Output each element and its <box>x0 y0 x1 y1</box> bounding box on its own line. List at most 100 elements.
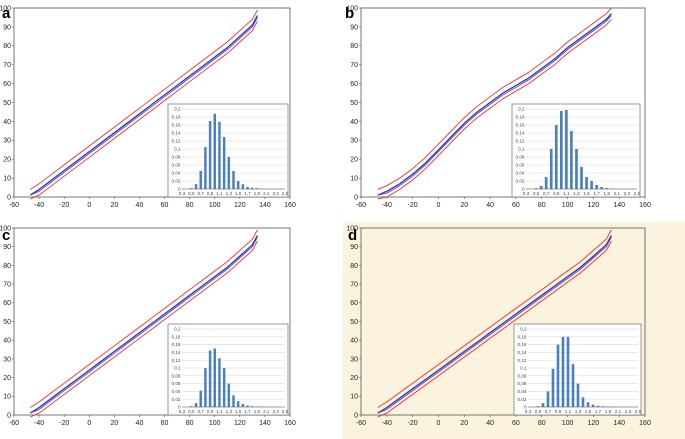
inset-y-tick-label: 0,08 <box>516 155 525 160</box>
y-tick-label: 60 <box>3 300 11 307</box>
y-tick-label: 90 <box>350 24 358 31</box>
inset-bar <box>251 187 254 189</box>
series-line-upper <box>377 7 612 190</box>
x-tick-label: 40 <box>486 202 494 209</box>
x-tick-label: 160 <box>639 202 651 209</box>
y-tick-label: 100 <box>0 5 11 12</box>
x-tick-label: 160 <box>284 420 296 427</box>
x-tick-label: 160 <box>284 202 296 209</box>
y-tick-label: 80 <box>3 263 11 270</box>
inset-x-tick-label: 1,1 <box>216 191 223 196</box>
inset-bar <box>559 111 563 189</box>
inset-bar <box>241 184 245 189</box>
inset-bar <box>565 110 568 189</box>
inset-bar <box>251 406 254 407</box>
inset-bar <box>544 177 548 189</box>
inset-y-tick-label: 0,02 <box>172 397 181 402</box>
inset-x-tick-label: 2,3 <box>625 409 632 414</box>
x-tick-label: 120 <box>234 202 246 209</box>
inset-bar <box>570 131 573 189</box>
y-tick-label: 0 <box>7 194 11 201</box>
series-line-lower-mean <box>377 15 612 196</box>
x-tick-label: -40 <box>34 420 44 427</box>
inset-x-tick-label: 0,5 <box>535 409 542 414</box>
inset-x-tick-label: 0,9 <box>555 409 562 414</box>
y-tick-label: 0 <box>7 412 11 419</box>
inset-x-tick-label: 2,5 <box>282 409 289 414</box>
inset-bar <box>605 188 609 189</box>
x-tick-label: 140 <box>259 202 271 209</box>
inset-x-tick-label: 2,1 <box>614 191 621 196</box>
inset-y-tick-label: 0,1 <box>174 147 181 152</box>
panel-c: c 0 10 20 30 40 50 60 70 80 90 100 -60 -40 -20 0 20 40 60 8… <box>0 225 296 427</box>
y-tick-label: 80 <box>350 263 358 270</box>
x-tick-label: 20 <box>110 202 118 209</box>
series-line-observed <box>29 235 258 414</box>
inset-bar <box>586 402 590 407</box>
y-tick-label: 40 <box>350 338 358 345</box>
x-tick-label: -40 <box>382 420 392 427</box>
inset-bar <box>232 171 235 189</box>
x-tick-label: 0 <box>87 202 91 209</box>
inset-x-tick-label: 1,1 <box>565 409 572 414</box>
inset-y-tick-label: 0,2 <box>518 107 525 112</box>
inset-x-tick-label: 1,9 <box>604 191 611 196</box>
y-tick-label: 0 <box>354 412 358 419</box>
y-tick-label: 80 <box>3 43 11 50</box>
series-line-observed <box>29 15 258 196</box>
inset-bar <box>241 403 245 407</box>
inset-x-tick-label: 1,1 <box>216 409 223 414</box>
inset-y-tick-label: 0,14 <box>172 350 181 355</box>
inset-bar <box>600 187 603 189</box>
x-tick-label: 100 <box>209 202 221 209</box>
x-tick-label: -40 <box>382 202 392 209</box>
x-tick-label: -20 <box>408 202 418 209</box>
series-line-lower-mean <box>30 17 258 196</box>
inset-bar <box>236 401 240 407</box>
inset-x-tick-label: 0,3 <box>179 409 186 414</box>
inset-x-tick-label: 0,3 <box>523 191 530 196</box>
inset-bar <box>534 188 538 189</box>
inset-y-tick-label: 0,2 <box>174 107 181 112</box>
y-tick-label: 30 <box>350 356 358 363</box>
inset-bar <box>595 185 598 189</box>
y-tick-label: 20 <box>3 375 11 382</box>
inset-y-tick-label: 0,16 <box>518 342 527 347</box>
inset-y-tick-label: 0,14 <box>516 131 525 136</box>
inset-x-tick-label: 1,7 <box>244 191 251 196</box>
x-tick-label: 100 <box>562 420 574 427</box>
inset-x-tick-label: 0,9 <box>207 409 214 414</box>
inset-histogram: 0 0,02 0,04 0,06 0,08 0,1 0,12 0,14 0,16 0,18 0,2 0… <box>167 103 289 198</box>
x-tick-label: -20 <box>59 202 69 209</box>
x-tick-label: -40 <box>34 202 44 209</box>
y-tick-label: 50 <box>350 319 358 326</box>
y-tick-label: 60 <box>350 300 358 307</box>
inset-x-tick-label: 0,7 <box>198 191 205 196</box>
inset-bar <box>549 149 553 189</box>
inset-bar <box>551 368 555 407</box>
inset-x-tick-label: 2,5 <box>634 191 641 196</box>
panel-label: c <box>2 227 10 244</box>
inset-x-tick-label: 2,3 <box>624 191 631 196</box>
inset-y-tick-label: 0,16 <box>172 123 181 128</box>
x-tick-label: 160 <box>639 420 651 427</box>
x-tick-label: 140 <box>259 420 271 427</box>
inset-y-tick-label: 0,02 <box>518 397 527 402</box>
inset-x-tick-label: 1,5 <box>585 409 592 414</box>
y-tick-label: 90 <box>3 244 11 251</box>
y-tick-label: 50 <box>3 100 11 107</box>
x-tick-label: -60 <box>9 420 19 427</box>
y-tick-label: 70 <box>350 282 358 289</box>
panel-label: d <box>348 227 357 244</box>
inset-bar <box>190 406 193 407</box>
inset-bar <box>536 406 540 407</box>
x-tick-label: 60 <box>161 420 169 427</box>
y-tick-label: 0 <box>354 194 358 201</box>
series-line-lower <box>30 20 258 200</box>
inset-x-tick-label: 2,3 <box>272 191 279 196</box>
x-tick-label: 0 <box>87 420 91 427</box>
inset-bar <box>601 406 605 407</box>
inset-x-tick-label: 2,1 <box>615 409 622 414</box>
y-tick-label: 70 <box>3 62 11 69</box>
